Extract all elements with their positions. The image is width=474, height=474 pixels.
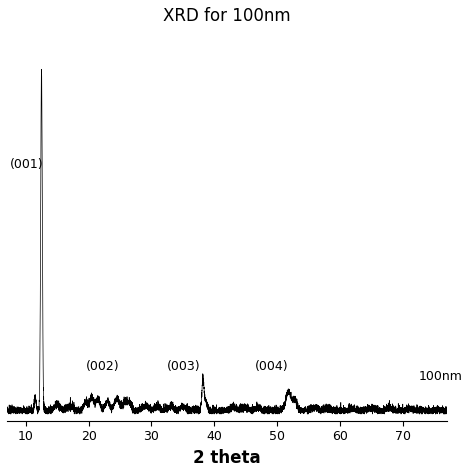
Title: XRD for 100nm: XRD for 100nm [163, 7, 291, 25]
Text: (002): (002) [85, 360, 119, 373]
Text: 100nm: 100nm [419, 370, 463, 383]
Text: (004): (004) [255, 360, 289, 373]
X-axis label: 2 theta: 2 theta [193, 449, 261, 467]
Text: (003): (003) [167, 360, 201, 373]
Text: (001): (001) [10, 158, 44, 172]
